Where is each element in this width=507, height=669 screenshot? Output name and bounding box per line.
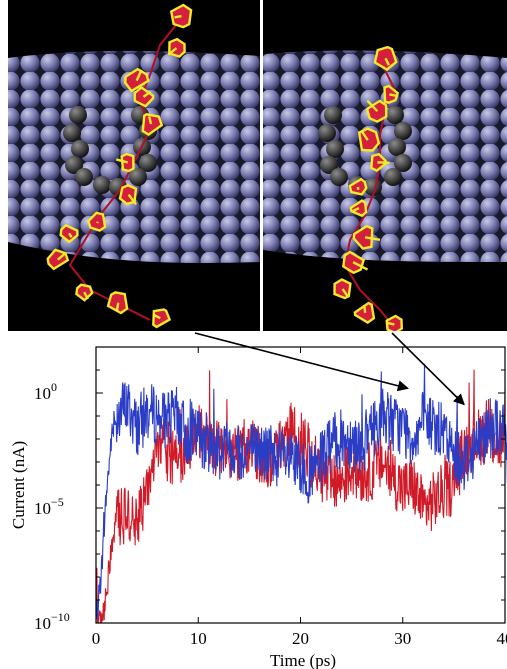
x-tick-label: 20 — [292, 629, 309, 648]
snapshot-right — [263, 0, 507, 331]
dna-bond — [352, 207, 360, 212]
dna-bond — [68, 232, 73, 238]
dna-bond — [83, 291, 89, 300]
dna-strand — [46, 3, 193, 329]
pore-atom — [330, 168, 348, 186]
pore-atom — [318, 124, 336, 142]
dna-bond — [115, 302, 120, 311]
pore-atom — [71, 140, 89, 158]
x-tick-label: 0 — [92, 629, 101, 648]
annotation-arrows — [194, 332, 465, 406]
dna-bond — [385, 321, 395, 326]
dna-bond — [115, 158, 129, 164]
x-tick-label: 30 — [394, 629, 411, 648]
pore-atom — [129, 168, 147, 186]
y-axis-label: Current (nA) — [9, 441, 28, 529]
dna-bond — [135, 69, 143, 82]
x-tick-label: 40 — [497, 629, 507, 648]
dna-bond — [142, 90, 152, 98]
dna-bond — [341, 288, 350, 298]
annotation-arrow — [194, 332, 409, 392]
dna-base — [152, 308, 172, 329]
dna-base — [168, 37, 186, 58]
dna-bond — [384, 57, 390, 66]
dna-bond — [352, 261, 369, 271]
dna-bond — [366, 99, 379, 112]
pore-atom — [384, 168, 402, 186]
dna-base — [348, 177, 368, 196]
y-tick-label: 10−10 — [34, 610, 70, 633]
dna-bond — [56, 251, 67, 261]
series-group — [95, 363, 507, 624]
dna-base — [87, 211, 107, 232]
series-line-blue — [95, 363, 507, 621]
y-tick-label: 10−5 — [34, 495, 64, 518]
y-axis: 100 10−5 10−10 — [34, 346, 505, 633]
dna-bond — [363, 304, 367, 313]
dna-bond — [152, 313, 161, 320]
pore-atom — [75, 168, 93, 186]
dna-bond — [360, 129, 369, 141]
dna-base — [352, 224, 374, 250]
y-tick-label: 100 — [34, 380, 57, 403]
pore-atom — [324, 106, 342, 124]
pore-atom — [93, 176, 111, 194]
pore-atom — [65, 156, 83, 174]
dna-bond — [389, 93, 399, 98]
dna-bond — [174, 14, 182, 19]
pore-atom — [320, 156, 338, 174]
current-plot: 0 10 20 30 40 100 10−5 10−10 Time (ps) Current… — [9, 346, 507, 669]
dna-strand — [333, 45, 404, 331]
pore-atom — [326, 140, 344, 158]
pore-atom — [139, 154, 157, 172]
x-axis: 0 10 20 30 40 — [92, 347, 507, 648]
pore-atom — [63, 124, 81, 142]
pore-atom — [388, 138, 406, 156]
snapshot-left — [8, 0, 260, 331]
dna-base — [141, 113, 164, 137]
pore-atom — [386, 106, 404, 124]
x-axis-label: Time (ps) — [270, 651, 336, 669]
pore-atom — [394, 154, 412, 172]
dna-bond — [127, 193, 138, 206]
dna-bond — [147, 116, 153, 125]
dna-bond — [167, 47, 178, 56]
pore-atom — [69, 106, 87, 124]
membrane-slab — [263, 50, 507, 262]
x-tick-label: 10 — [190, 629, 207, 648]
dna-base — [353, 301, 376, 325]
pore-atom — [394, 122, 412, 140]
dna-bond — [364, 236, 381, 241]
annotation-arrow — [391, 332, 465, 406]
